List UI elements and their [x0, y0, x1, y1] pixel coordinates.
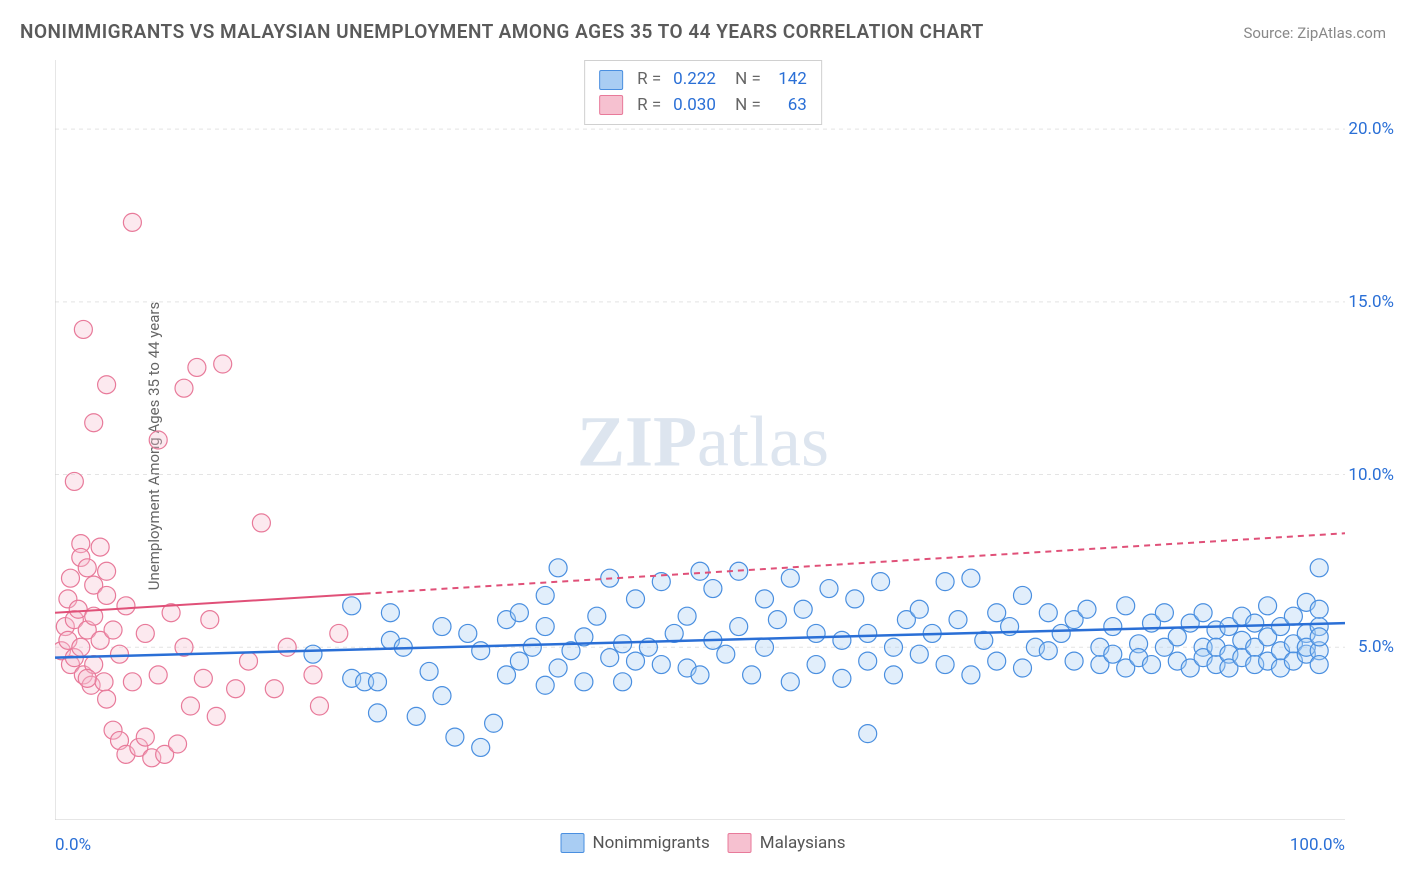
source-attribution: Source: ZipAtlas.com [1243, 24, 1386, 42]
x-axis-min-label: 0.0% [55, 835, 91, 855]
series-malaysians [55, 213, 348, 766]
scatter-plot [55, 60, 1345, 820]
legend-stats-box: R = 0.222 N = 142 R = 0.030 N = 63 [584, 60, 822, 125]
r-value-nonimmigrants: 0.222 [673, 67, 721, 93]
n-value-nonimmigrants: 142 [773, 67, 807, 93]
swatch-nonimmigrants [599, 70, 623, 90]
legend-item-nonimmigrants: Nonimmigrants [561, 833, 710, 853]
n-value-malaysians: 63 [773, 93, 807, 119]
n-label: N = [735, 93, 761, 119]
chart-title: NONIMMIGRANTS VS MALAYSIAN UNEMPLOYMENT … [20, 20, 984, 43]
source-name: ZipAtlas.com [1297, 24, 1386, 42]
legend-stats-row-nonimmigrants: R = 0.222 N = 142 [599, 67, 807, 93]
source-prefix: Source: [1243, 24, 1297, 42]
y-tick-label: 20.0% [1348, 119, 1394, 139]
chart-container: NONIMMIGRANTS VS MALAYSIAN UNEMPLOYMENT … [0, 0, 1406, 892]
y-tick-label: 5.0% [1358, 637, 1394, 657]
legend-item-malaysians: Malaysians [728, 833, 846, 853]
r-label: R = [637, 67, 661, 93]
legend-label-nonimmigrants: Nonimmigrants [593, 833, 710, 853]
x-axis-max-label: 100.0% [1290, 835, 1345, 855]
y-tick-label: 15.0% [1348, 292, 1394, 312]
y-tick-label: 10.0% [1348, 465, 1394, 485]
legend-stats-row-malaysians: R = 0.030 N = 63 [599, 93, 807, 119]
legend-label-malaysians: Malaysians [760, 833, 846, 853]
swatch-malaysians [599, 95, 623, 115]
r-value-malaysians: 0.030 [673, 93, 721, 119]
y-axis-tick-labels: 5.0% 10.0% 15.0% 20.0% [1344, 60, 1394, 820]
n-label: N = [735, 67, 761, 93]
swatch-malaysians-bottom [728, 833, 752, 853]
bottom-legend: Nonimmigrants Malaysians [561, 833, 846, 853]
swatch-nonimmigrants-bottom [561, 833, 585, 853]
r-label: R = [637, 93, 661, 119]
